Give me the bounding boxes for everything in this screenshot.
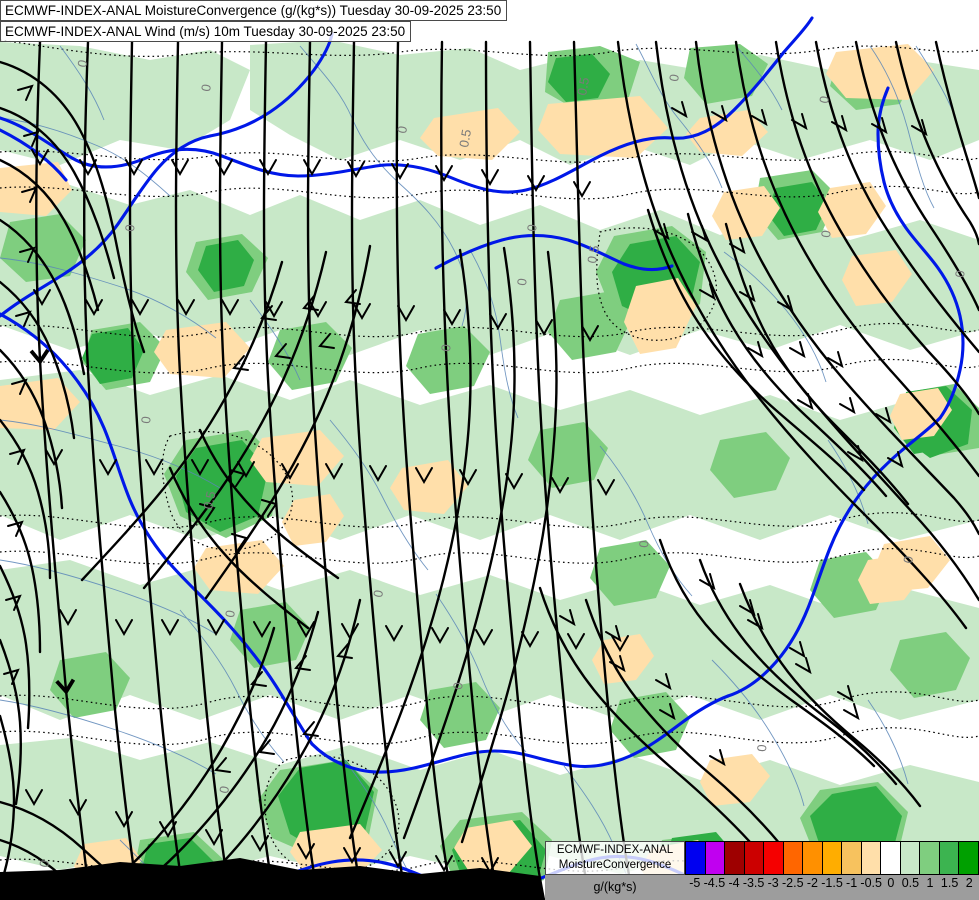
svg-text:0: 0 bbox=[514, 278, 530, 287]
colorbar-tick-0p5: 0.5 bbox=[901, 876, 920, 890]
colorbar-swatch-14 bbox=[959, 842, 978, 874]
colorbar-tick-neg1: -1 bbox=[846, 876, 858, 890]
colorbar-tick-1p5: 1.5 bbox=[940, 876, 959, 890]
colorbar-tick-neg2p5: -2.5 bbox=[782, 876, 804, 890]
colorbar-swatch-9 bbox=[861, 842, 882, 874]
colorbar-swatch-8 bbox=[842, 842, 862, 874]
colorbar-swatch-5 bbox=[783, 842, 804, 874]
colorbar[interactable] bbox=[685, 841, 979, 875]
svg-text:0.5: 0.5 bbox=[574, 76, 592, 96]
svg-text:0: 0 bbox=[450, 682, 466, 691]
colorbar-swatch-1 bbox=[705, 842, 726, 874]
colorbar-tick-neg3p5: -3.5 bbox=[742, 876, 765, 890]
colorbar-swatch-13 bbox=[939, 842, 960, 874]
colorbar-tick-neg1p5: -1.5 bbox=[821, 876, 843, 890]
svg-text:0: 0 bbox=[370, 589, 386, 599]
svg-text:0: 0 bbox=[438, 344, 454, 353]
colorbar-tick-neg5: -5 bbox=[689, 876, 701, 890]
svg-text:0: 0 bbox=[524, 224, 540, 233]
svg-text:0: 0 bbox=[216, 785, 232, 795]
svg-text:0: 0 bbox=[818, 230, 834, 239]
svg-text:0: 0 bbox=[900, 555, 916, 565]
colorbar-tick-0: 0 bbox=[887, 876, 895, 890]
svg-text:0: 0 bbox=[394, 125, 410, 135]
colorbar-swatch-3 bbox=[744, 842, 765, 874]
svg-text:0: 0 bbox=[816, 95, 832, 105]
colorbar-tick-neg2: -2 bbox=[806, 876, 818, 890]
svg-text:0: 0 bbox=[222, 609, 238, 618]
title-bar-moisture-convergence: ECMWF-INDEX-ANAL MoistureConvergence (g/… bbox=[0, 0, 508, 21]
colorbar-tick-neg4p5: -4.5 bbox=[703, 876, 726, 890]
legend-units-label: g/(kg*s) bbox=[593, 880, 637, 894]
svg-text:0: 0 bbox=[636, 540, 651, 548]
svg-text:0.5: 0.5 bbox=[456, 128, 474, 148]
svg-text:0: 0 bbox=[952, 270, 968, 279]
svg-text:0.5: 0.5 bbox=[584, 244, 602, 264]
colorbar-swatch-10 bbox=[881, 842, 901, 874]
colorbar-tick-neg3: -3 bbox=[767, 876, 779, 890]
colorbar-swatch-7 bbox=[822, 842, 843, 874]
colorbar-swatch-0 bbox=[686, 842, 706, 874]
svg-text:0: 0 bbox=[138, 416, 154, 425]
streamline-arrowheads bbox=[3, 84, 928, 875]
legend-field-label: MoistureConvergence bbox=[558, 859, 672, 871]
colorbar-tick-labels: -5 -4.5 -4 -3.5 -3 -2.5 -2 -1.5 -1 -0.5 0 0.5 1 1.5 2 bbox=[685, 875, 979, 900]
colorbar-swatch-11 bbox=[900, 842, 921, 874]
title-bar-wind: ECMWF-INDEX-ANAL Wind (m/s) 10m Tuesday … bbox=[0, 21, 412, 42]
svg-text:0: 0 bbox=[74, 58, 90, 68]
colorbar-tick-neg0p5: -0.5 bbox=[860, 876, 882, 890]
svg-text:0: 0 bbox=[754, 744, 769, 752]
svg-text:0: 0 bbox=[666, 73, 682, 82]
colorbar-tick-2: 2 bbox=[965, 876, 973, 890]
wind-streamlines bbox=[0, 40, 979, 900]
legend-model-label: ECMWF-INDEX-ANAL bbox=[556, 844, 674, 856]
colorbar-swatch-4 bbox=[764, 842, 784, 874]
colorbar-swatch-6 bbox=[803, 842, 823, 874]
colorbar-swatch-12 bbox=[920, 842, 940, 874]
colorbar-tick-neg4: -4 bbox=[728, 876, 740, 890]
colorbar-swatch-2 bbox=[725, 842, 745, 874]
svg-text:0.5: 0.5 bbox=[200, 490, 218, 511]
legend-footer-band bbox=[545, 875, 979, 900]
svg-text:0: 0 bbox=[122, 224, 138, 233]
svg-text:0: 0 bbox=[36, 859, 52, 869]
legend-textbox: ECMWF-INDEX-ANAL MoistureConvergence bbox=[545, 841, 685, 875]
colorbar-tick-1: 1 bbox=[926, 876, 934, 890]
svg-text:0: 0 bbox=[198, 83, 214, 92]
legend: ECMWF-INDEX-ANAL MoistureConvergence g/(… bbox=[545, 841, 979, 900]
